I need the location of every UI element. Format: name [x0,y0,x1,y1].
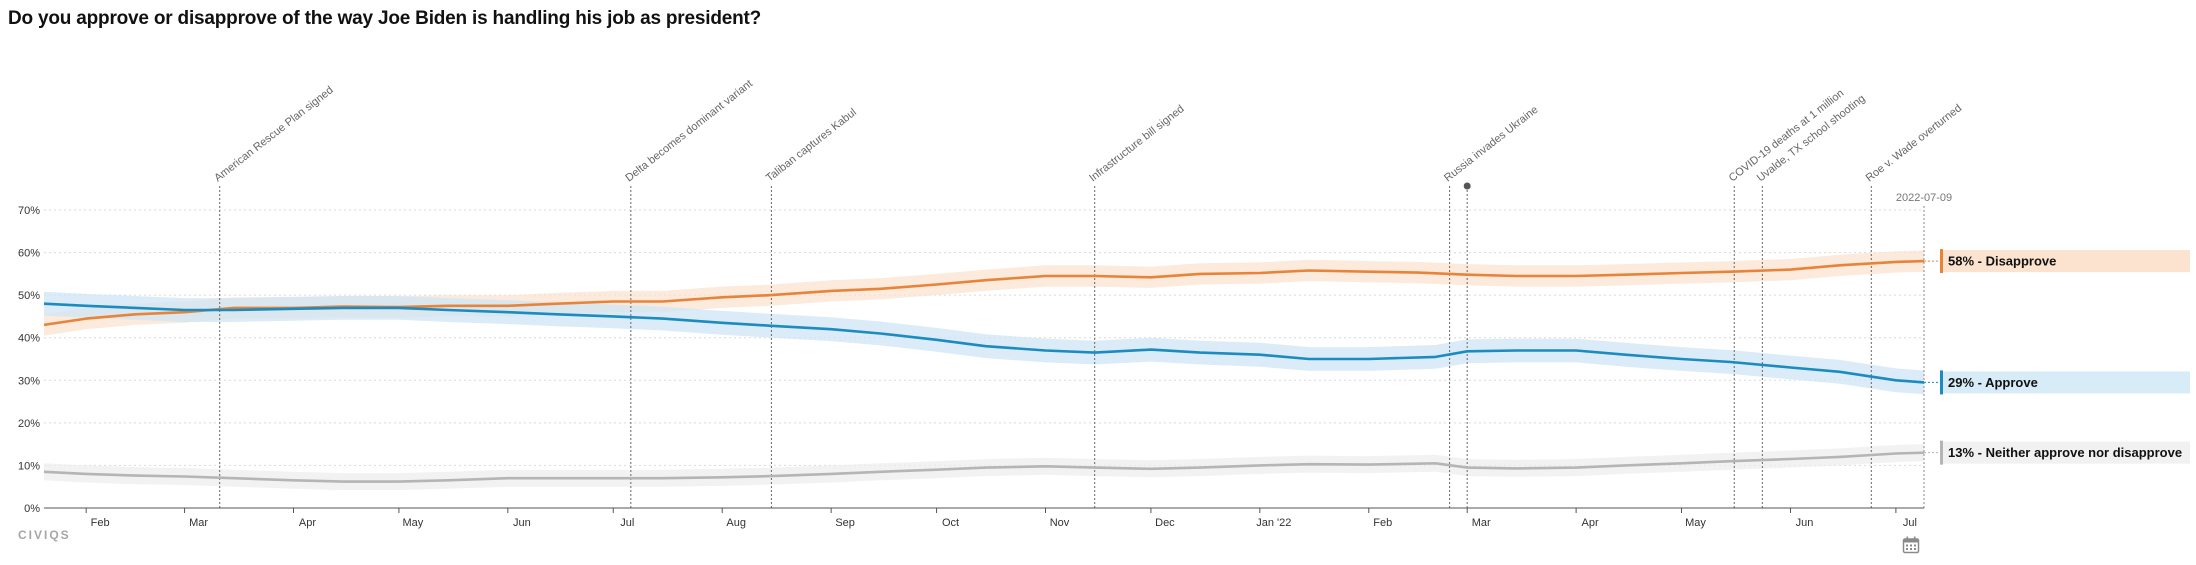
end-label-marker [1940,370,1943,395]
series-end-label: 29% - Approve [1948,375,2038,390]
y-tick-label: 60% [18,248,40,260]
x-tick-label: Nov [1050,517,1070,529]
series-end-label: 58% - Disapprove [1948,254,2056,269]
x-tick-label: Jun [513,517,531,529]
series-line-1[interactable] [43,302,1925,384]
event-label: Infrastructure bill signed [1087,103,1186,184]
x-tick-label: Mar [1472,517,1491,529]
event-label: Russia invades Ukraine [1442,104,1540,185]
y-tick-label: 10% [18,460,40,472]
end-label-bg [1940,371,2190,394]
event-label: Roe v. Wade overturned [1864,102,1964,184]
x-tick-label: Dec [1155,517,1175,529]
end-label-marker [1940,440,1943,465]
event-label: Delta becomes dominant variant [623,78,755,185]
confidence-band-1 [44,291,1924,395]
x-tick-label: Feb [1373,517,1392,529]
y-tick-label: 30% [18,375,40,387]
x-tick-label: Jan '22 [1256,517,1291,529]
x-tick-label: Jul [620,517,634,529]
series-end-label: 13% - Neither approve nor disapprove [1948,445,2182,460]
event-label: American Rescue Plan signed [212,84,336,184]
y-tick-label: 40% [18,333,40,345]
x-tick-label: May [1685,517,1706,529]
end-label-marker [1940,249,1943,274]
series-line-2[interactable] [43,451,1925,483]
y-tick-label: 70% [18,205,40,217]
y-tick-label: 50% [18,290,40,302]
x-tick-label: Aug [726,517,746,529]
event-label: COVID-19 deaths at 1 million [1727,87,1847,184]
x-tick-label: Mar [189,517,208,529]
x-tick-label: May [403,517,424,529]
x-tick-label: Jun [1796,517,1814,529]
x-tick-label: Jul [1903,517,1917,529]
y-tick-label: 0% [24,503,40,515]
civiqs-logo: CIVIQS [18,528,71,542]
event-label: Taliban captures Kabul [764,106,859,184]
calendar-icon[interactable] [1902,536,1920,554]
x-tick-label: Apr [299,517,316,529]
end-label-bg [1940,250,2190,273]
marker-dot[interactable] [1463,182,1471,190]
x-tick-label: Oct [942,517,959,529]
current-date-label: 2022-07-09 [1896,192,1952,204]
x-tick-label: Sep [835,517,855,529]
page-title: Do you approve or disapprove of the way … [8,8,762,29]
x-tick-label: Feb [91,517,110,529]
confidence-band-0 [44,250,1924,336]
x-tick-label: Apr [1582,517,1599,529]
event-label: Uvalde, TX school shooting [1755,93,1868,185]
y-tick-label: 20% [18,418,40,430]
end-label-bg [1940,441,2190,464]
series-line-0[interactable] [43,259,1925,327]
